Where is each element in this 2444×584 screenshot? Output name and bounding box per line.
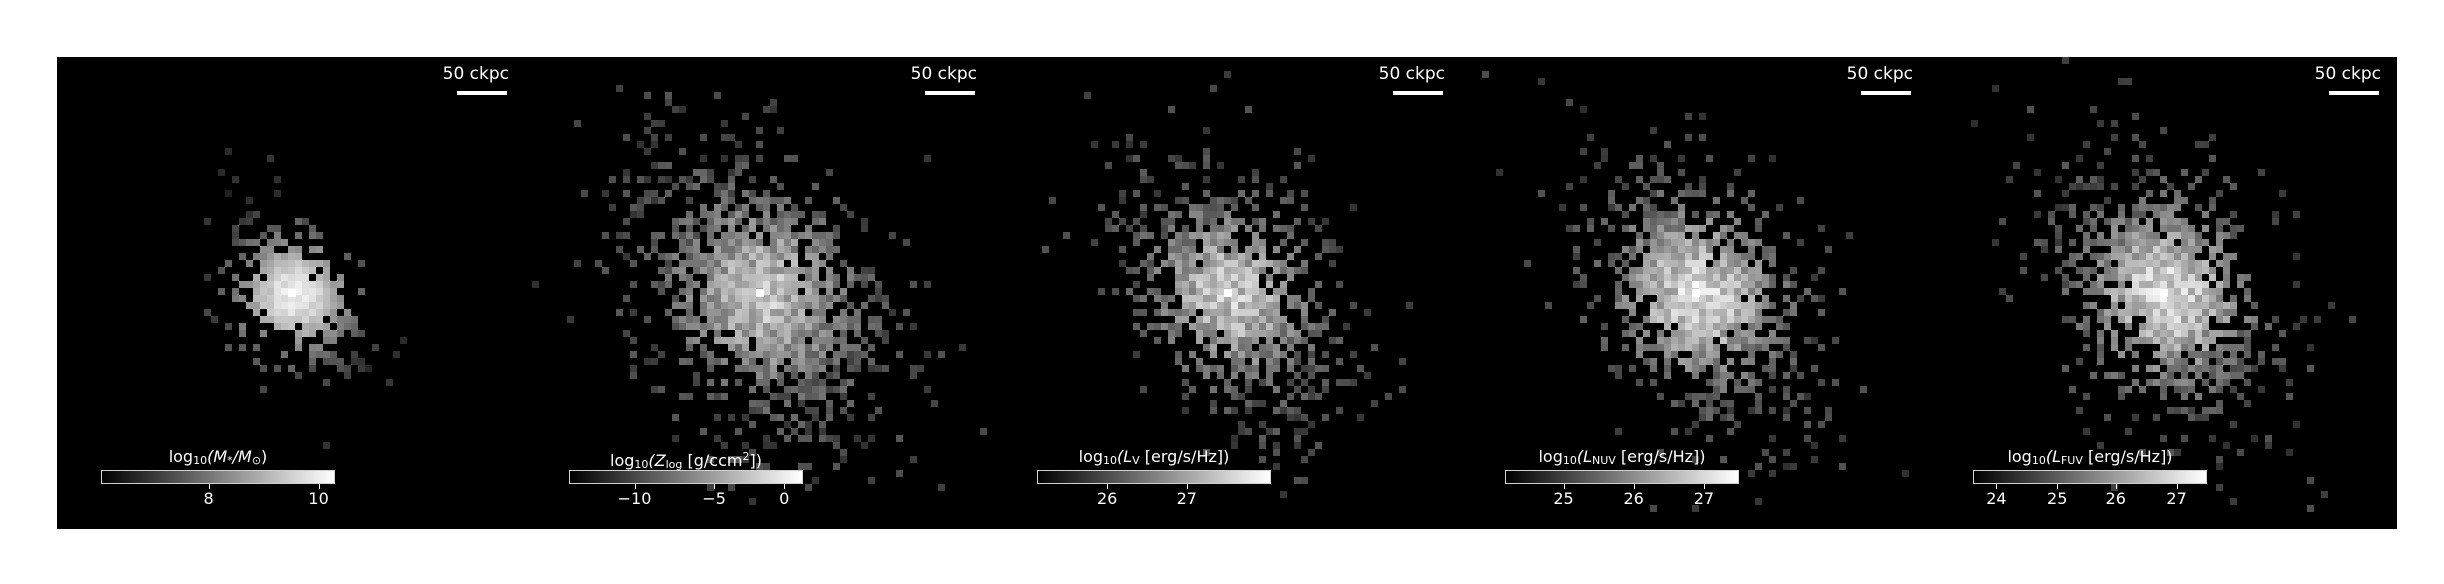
colorbar-tick-label: −10 — [617, 489, 652, 508]
colorbar-tick-label: 27 — [1693, 489, 1715, 508]
scalebar-label: 50 ckpc — [2314, 64, 2381, 84]
colorbar-tick-label: −5 — [702, 489, 726, 508]
colorbar-tick — [1703, 484, 1705, 489]
colorbar-tick-label: 27 — [1176, 489, 1197, 508]
scalebar-label: 50 ckpc — [910, 64, 977, 84]
colorbar-tick-label: 25 — [2047, 489, 2068, 508]
pixel-map — [1042, 71, 1413, 498]
colorbar — [569, 470, 803, 484]
colorbar-tick-label: 27 — [2166, 489, 2187, 508]
panel-metallicity: 50 ckpc log10(Zlog [g/ccm2]) −10 −5 0 — [525, 57, 993, 529]
colorbar — [1505, 470, 1739, 484]
colorbar-tick-label: 26 — [2105, 489, 2126, 508]
colorbar-tick — [714, 484, 716, 489]
colorbar-tick-label: 10 — [308, 489, 329, 508]
colorbar-tick — [318, 484, 320, 489]
scalebar — [2329, 91, 2379, 95]
colorbar-tick — [1563, 484, 1565, 489]
colorbar-tick — [2176, 484, 2178, 489]
colorbar-tick — [2057, 484, 2059, 489]
colorbar-tick — [1633, 484, 1635, 489]
colorbar-tick — [1186, 484, 1188, 489]
scalebar-label: 50 ckpc — [442, 64, 509, 84]
colorbar-tick-label: 24 — [1986, 489, 2007, 508]
colorbar-tick-label: 8 — [203, 489, 214, 508]
pixel-map — [532, 85, 987, 505]
colorbar-label: log10(Zlog [g/ccm2]) — [610, 450, 762, 471]
colorbar-tick — [1107, 484, 1109, 489]
pixel-map — [204, 148, 407, 449]
colorbar-label: log10(LFUV [erg/s/Hz]) — [2007, 447, 2173, 467]
panel-v-band: 50 ckpc log10(LV [erg/s/Hz]) 26 27 — [993, 57, 1461, 529]
pixel-map — [1971, 57, 2356, 512]
panel-nuv: 50 ckpc log10(LNUV [erg/s/Hz]) 25 26 27 — [1461, 57, 1929, 529]
colorbar-tick-label: 26 — [1623, 489, 1644, 508]
colorbar-tick — [784, 484, 786, 489]
colorbar-tick — [208, 484, 210, 489]
colorbar-label: log10(M*/M⊙) — [168, 447, 268, 467]
colorbar — [1973, 470, 2207, 484]
colorbar-tick-label: 0 — [779, 489, 790, 508]
colorbar-tick-label: 26 — [1097, 489, 1118, 508]
colorbar-tick-label: 25 — [1553, 489, 1574, 508]
colorbar-tick — [2115, 484, 2117, 489]
scalebar — [1393, 91, 1443, 95]
image-strip: 50 ckpc log10(M*/M⊙) 8 10 50 ckpc log10(Z… — [57, 57, 2397, 529]
colorbar-tick — [1996, 484, 1998, 489]
panel-fuv: 50 ckpc log10(LFUV [erg/s/Hz]) 24 25 26 27 — [1929, 57, 2397, 529]
scalebar-label: 50 ckpc — [1378, 64, 1445, 84]
scalebar — [457, 91, 507, 95]
colorbar-label: log10(LNUV [erg/s/Hz]) — [1538, 447, 1706, 467]
scalebar — [1861, 91, 1911, 95]
pixel-map — [1482, 71, 1909, 512]
colorbar — [1037, 470, 1271, 484]
scalebar — [925, 91, 975, 95]
panel-stellar-mass: 50 ckpc log10(M*/M⊙) 8 10 — [57, 57, 525, 529]
colorbar-tick — [634, 484, 636, 489]
colorbar-label: log10(LV [erg/s/Hz]) — [1078, 447, 1230, 467]
scalebar-label: 50 ckpc — [1846, 64, 1913, 84]
colorbar — [101, 470, 335, 484]
